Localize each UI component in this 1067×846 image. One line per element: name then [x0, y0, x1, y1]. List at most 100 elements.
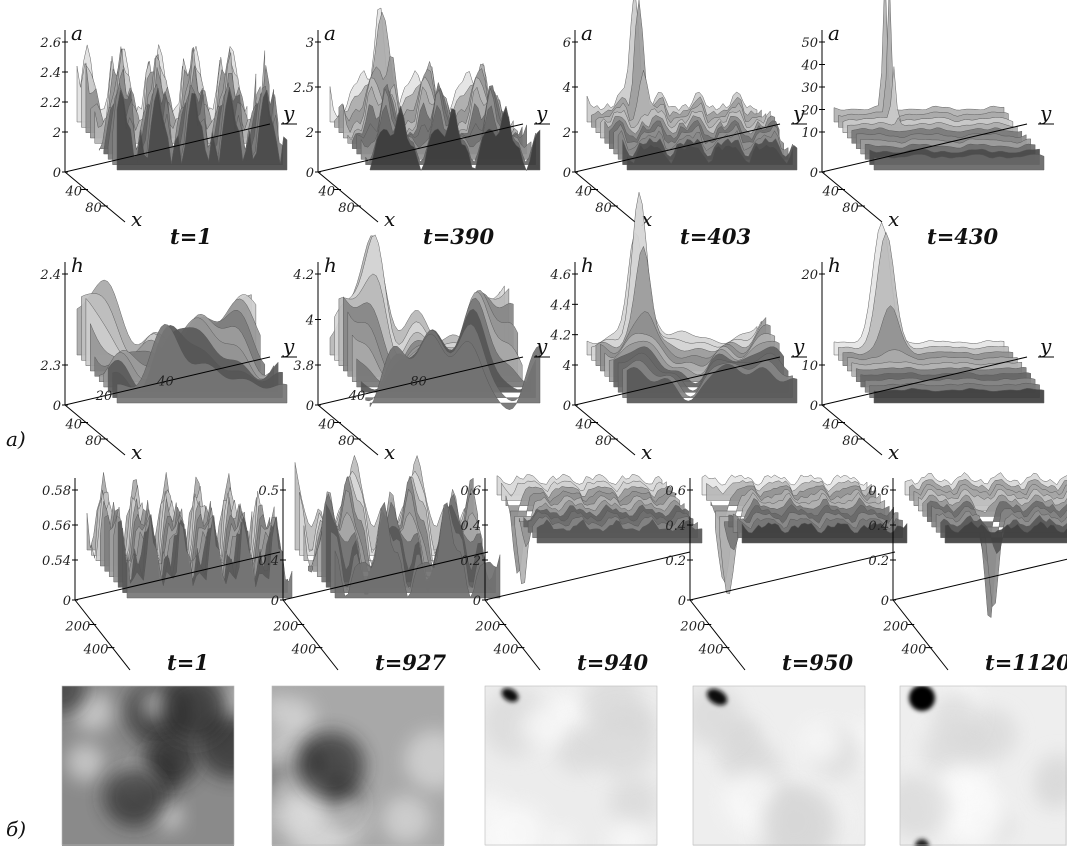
- x-tick-label: 80: [338, 201, 355, 216]
- surface-strip: [838, 0, 1008, 127]
- z-tick-label: 2.5: [292, 81, 314, 96]
- z-tick-label: 4.4: [549, 298, 571, 313]
- z-tick-label: 0: [63, 594, 71, 609]
- y-tick-label: 40: [156, 374, 174, 389]
- time-label: t=1: [170, 224, 212, 249]
- z-tick-label: 0.54: [42, 554, 71, 569]
- x-tick-label: 80: [338, 434, 355, 449]
- map-blob: [297, 732, 365, 800]
- time-label: t=403: [680, 224, 751, 249]
- x-label: x: [384, 207, 395, 231]
- y-tick-label: 40: [348, 389, 366, 404]
- x-label: x: [131, 440, 142, 464]
- z-tick-label: 6: [563, 36, 571, 51]
- x-tick-label: 40: [64, 418, 82, 433]
- map-blob: [160, 675, 228, 743]
- x-tick-label: 80: [595, 201, 612, 216]
- x-label: x: [888, 207, 899, 231]
- time-label: t=1: [167, 650, 209, 675]
- z-tick-label: 0: [306, 399, 314, 414]
- density-map: [473, 674, 658, 846]
- x-label: x: [131, 207, 142, 231]
- z-tick-label: 0.4: [665, 519, 686, 534]
- z-label: a: [828, 21, 840, 45]
- z-tick-label: 0: [271, 594, 279, 609]
- z-tick-label: 0.5: [258, 484, 279, 499]
- z-tick-label: 0.6: [460, 484, 481, 499]
- z-tick-label: 0: [678, 594, 686, 609]
- z-tick-label: 10: [801, 359, 818, 374]
- z-tick-label: 20: [800, 268, 818, 283]
- x-axis: [690, 600, 745, 670]
- map-blob: [610, 777, 659, 826]
- time-label: t=430: [927, 224, 999, 249]
- z-tick-label: 0.2: [665, 554, 686, 569]
- z-tick-label: 2.4: [39, 66, 61, 81]
- z-tick-label: 3.8: [293, 359, 314, 374]
- map-blob: [382, 796, 430, 844]
- z-tick-label: 2.6: [39, 36, 61, 51]
- y-label: y: [535, 101, 548, 125]
- z-tick-label: 0: [810, 166, 818, 181]
- x-axis: [75, 600, 130, 670]
- map-spot: [909, 685, 935, 711]
- z-tick-label: 0.4: [258, 554, 279, 569]
- z-label: a: [581, 21, 593, 45]
- x-tick-label: 200: [272, 620, 298, 635]
- z-tick-label: 40: [800, 59, 818, 74]
- time-label: t=1120: [985, 650, 1067, 675]
- x-tick-label: 40: [821, 418, 839, 433]
- figure: а) б) a2.62.42.2204080xyt=1a32.5204080xy…: [0, 0, 1067, 846]
- z-tick-label: 10: [801, 126, 818, 141]
- time-label: t=940: [577, 650, 649, 675]
- z-tick-label: 0: [810, 399, 818, 414]
- z-label: a: [324, 21, 336, 45]
- surface-strip: [843, 67, 1013, 133]
- z-tick-label: 4: [562, 359, 571, 374]
- y-label: y: [282, 334, 295, 358]
- z-label: h: [828, 253, 841, 277]
- z-tick-label: 2.2: [39, 96, 61, 111]
- x-tick-label: 400: [83, 643, 109, 658]
- y-axis: [893, 552, 1067, 600]
- z-tick-label: 4: [562, 81, 571, 96]
- x-tick-label: 200: [64, 620, 90, 635]
- z-tick-label: 50: [801, 36, 818, 51]
- z-tick-label: 2: [562, 126, 571, 141]
- x-tick-label: 80: [842, 434, 859, 449]
- z-tick-label: 0.58: [42, 484, 71, 499]
- y-tick-label: 80: [410, 374, 427, 389]
- density-map: [884, 675, 1067, 846]
- y-label: y: [792, 334, 805, 358]
- x-tick-label: 80: [85, 434, 102, 449]
- x-label: x: [641, 440, 652, 464]
- x-tick-label: 40: [821, 185, 839, 200]
- time-label: t=390: [423, 224, 495, 249]
- y-label: y: [1039, 101, 1052, 125]
- x-tick-label: 400: [698, 643, 724, 658]
- x-tick-label: 80: [85, 201, 102, 216]
- x-tick-label: 40: [317, 418, 335, 433]
- z-tick-label: 0.2: [460, 554, 481, 569]
- z-tick-label: 2.4: [39, 268, 61, 283]
- density-map: [259, 686, 464, 846]
- z-label: h: [581, 253, 594, 277]
- z-tick-label: 0: [563, 166, 571, 181]
- x-tick-label: 400: [493, 643, 519, 658]
- z-tick-label: 0: [53, 166, 61, 181]
- z-tick-label: 0.6: [665, 484, 686, 499]
- z-label: h: [71, 253, 84, 277]
- map-blob: [66, 743, 104, 781]
- x-label: x: [888, 440, 899, 464]
- z-tick-label: 4.2: [292, 268, 314, 283]
- x-tick-label: 200: [679, 620, 705, 635]
- z-tick-label: 3: [306, 36, 314, 51]
- x-tick-label: 40: [574, 185, 592, 200]
- x-axis: [485, 600, 540, 670]
- map-blob: [884, 774, 949, 839]
- x-tick-label: 400: [291, 643, 317, 658]
- x-tick-label: 400: [901, 643, 927, 658]
- surface-strip: [834, 0, 1004, 122]
- z-tick-label: 4.2: [549, 329, 571, 344]
- part-label: а): [6, 427, 26, 451]
